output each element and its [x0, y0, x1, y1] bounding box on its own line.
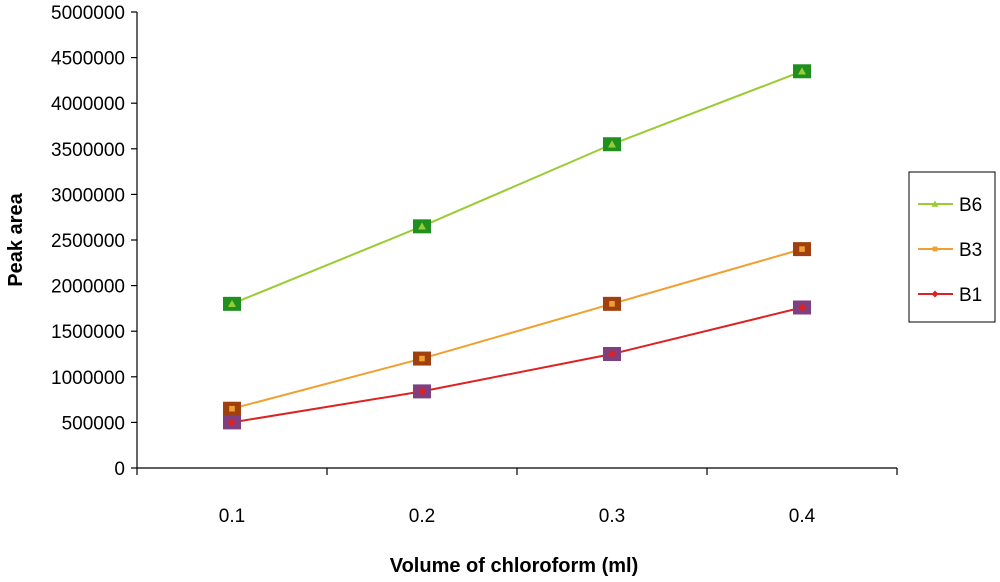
marker-glyph	[932, 246, 938, 252]
marker-glyph	[798, 67, 806, 75]
x-axis-ticks: 0.1 0.2 0.3 0.4	[136, 468, 898, 527]
y-axis-title: Peak area	[5, 192, 27, 286]
data-point	[223, 401, 241, 416]
y-tick-label: 5000000	[51, 3, 125, 24]
legend-item-b6: B6	[918, 195, 982, 216]
y-axis-ticks: 0 500000 1000000 1500000 2000000 2500000 30000…	[51, 3, 137, 480]
y-tick-label: 2500000	[51, 231, 125, 252]
data-point	[793, 242, 811, 257]
series-line	[231, 306, 803, 424]
marker-glyph	[798, 303, 806, 312]
x-axis-title: Volume of chloroform (ml)	[390, 555, 639, 577]
series-b1	[223, 300, 811, 430]
data-point	[413, 384, 431, 399]
series-line	[231, 70, 803, 305]
data-point	[603, 137, 621, 152]
y-tick-label: 4500000	[51, 49, 125, 70]
data-point	[603, 296, 621, 311]
series-layer	[223, 64, 811, 430]
legend: B6 B3 B1	[908, 171, 996, 323]
legend-label: B3	[959, 240, 982, 261]
marker-glyph	[931, 200, 939, 207]
y-tick-label: 2000000	[51, 277, 125, 298]
data-point	[793, 64, 811, 79]
y-tick-label: 500000	[62, 413, 125, 434]
data-point	[223, 415, 241, 430]
marker-glyph	[228, 299, 236, 308]
axes	[136, 12, 897, 469]
data-point	[603, 347, 621, 361]
y-tick-label: 3000000	[51, 185, 125, 206]
marker-glyph	[418, 387, 426, 396]
marker-glyph	[229, 405, 235, 412]
marker-glyph	[609, 301, 615, 307]
x-tick-label: 0.2	[409, 506, 435, 527]
marker-glyph	[419, 355, 425, 362]
legend-label: B6	[959, 195, 982, 216]
legend-item-b3: B3	[918, 240, 982, 261]
y-tick-label: 3500000	[51, 140, 125, 161]
marker-glyph	[608, 140, 616, 148]
x-tick-label: 0.4	[789, 506, 816, 527]
data-point	[413, 351, 431, 366]
legend-item-b1: B1	[918, 285, 982, 306]
marker-glyph	[799, 246, 805, 252]
data-point	[793, 300, 811, 315]
legend-box	[908, 171, 996, 323]
y-tick-label: 1000000	[51, 368, 125, 389]
x-tick-label: 0.1	[219, 506, 245, 527]
data-point	[223, 296, 241, 311]
data-point	[413, 219, 431, 234]
marker-glyph	[608, 350, 616, 358]
y-tick-label: 4000000	[51, 94, 125, 115]
y-tick-label: 0	[114, 459, 125, 480]
series-b6	[223, 64, 811, 311]
y-tick-label: 1500000	[51, 322, 125, 343]
series-line	[231, 248, 803, 410]
x-tick-label: 0.3	[599, 506, 625, 527]
marker-glyph	[418, 222, 426, 230]
legend-label: B1	[959, 285, 982, 306]
marker-glyph	[228, 418, 236, 427]
marker-glyph	[931, 290, 939, 298]
series-b3	[223, 242, 811, 416]
